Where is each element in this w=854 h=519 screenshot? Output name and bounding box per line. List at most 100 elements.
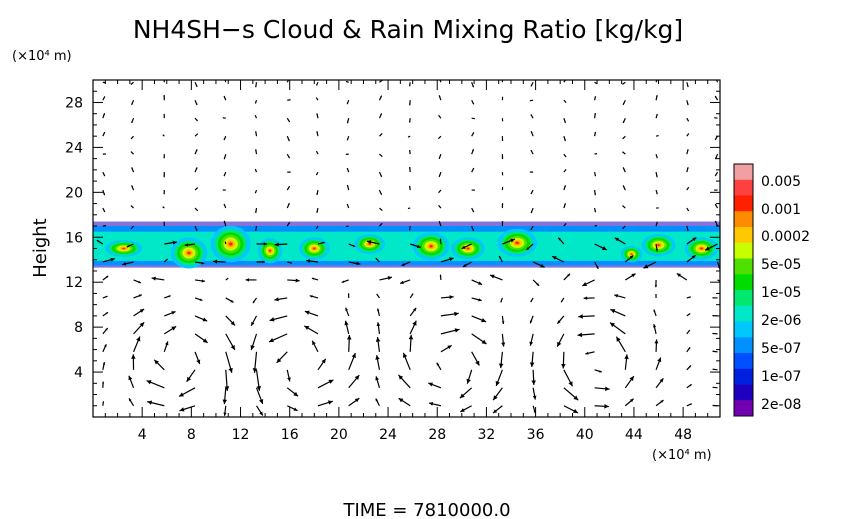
- quiver-arrow-395: [622, 81, 626, 85]
- quiver-arrow-110: [250, 315, 258, 327]
- quiver-arrow-252: [102, 189, 106, 196]
- quiver-arrow-397: [686, 82, 689, 88]
- quiver-arrow-224: [530, 225, 534, 231]
- quiver-arrow-370: [501, 96, 504, 101]
- quiver-arrow-298: [223, 153, 227, 160]
- quiver-arrow-21: [102, 381, 105, 388]
- quiver-arrow-371: [529, 99, 534, 102]
- quiver-arrow-203: [526, 243, 534, 251]
- quiver-arrow-68: [252, 351, 258, 373]
- quiver-arrow-59: [624, 354, 629, 370]
- quiver-arrow-264: [471, 189, 475, 191]
- quiver-arrow-114: [377, 308, 381, 317]
- quiver-arrow-164: [625, 273, 636, 281]
- quiver-arrow-82: [686, 346, 691, 353]
- quiver-arrow-171: [194, 261, 205, 265]
- quiver-arrow-195: [274, 242, 288, 247]
- quiver-arrow-29: [348, 374, 360, 389]
- quiver-arrow-80: [615, 336, 626, 353]
- quiver-arrow-245: [530, 207, 534, 214]
- colorbar-swatch-10: [734, 321, 753, 338]
- quiver-arrow-303: [379, 153, 383, 158]
- quiver-arrow-196: [317, 241, 325, 245]
- quiver-arrow-360: [194, 99, 198, 106]
- quiver-arrow-60: [655, 357, 662, 371]
- quiver-arrow-277: [223, 171, 227, 177]
- quiver-arrow-242: [438, 204, 442, 209]
- quiver-arrow-138: [471, 297, 482, 302]
- quiver-arrow-117: [471, 315, 487, 323]
- quiver-arrow-95: [440, 328, 460, 335]
- quiver-arrow-109: [225, 315, 236, 326]
- quiver-arrow-143: [614, 294, 626, 299]
- quiver-arrow-266: [530, 189, 534, 195]
- quiver-arrow-194: [256, 242, 268, 246]
- quiver-arrow-282: [378, 171, 383, 178]
- x-tick-label-5: 24: [379, 427, 397, 443]
- quiver-arrow-2: [147, 400, 165, 407]
- quiver-arrow-216: [286, 221, 291, 227]
- quiver-arrow-18: [655, 399, 664, 407]
- quiver-arrow-253: [131, 185, 135, 191]
- quiver-arrow-51: [375, 354, 381, 370]
- colorbar-frame: [733, 163, 754, 417]
- quiver-arrow-141: [560, 297, 565, 303]
- quiver-arrow-46: [224, 369, 230, 391]
- quiver-arrow-198: [366, 240, 380, 245]
- quiver-arrow-169: [122, 261, 134, 266]
- quiver-arrow-394: [594, 81, 598, 85]
- quiver-arrow-274: [131, 167, 135, 173]
- quiver-arrow-249: [656, 207, 659, 209]
- quiver-arrow-151: [225, 277, 229, 281]
- quiver-arrow-231: [102, 207, 106, 213]
- quiver-arrow-309: [563, 153, 567, 158]
- quiver-arrow-157: [399, 279, 411, 285]
- y-tick-label-6: 28: [65, 95, 83, 111]
- quiver-arrow-12: [460, 405, 472, 413]
- quiver-arrow-33: [459, 387, 473, 399]
- quiver-arrow-332: [622, 135, 626, 140]
- quiver-arrow-320: [255, 131, 258, 137]
- x-axis-unit: (×10⁴ m): [652, 448, 712, 463]
- quiver-arrow-69: [276, 351, 288, 364]
- quiver-arrow-6: [286, 405, 298, 412]
- colorbar-swatch-14: [734, 384, 753, 401]
- quiver-arrow-227: [622, 225, 626, 230]
- quiver-arrow-79: [585, 351, 595, 355]
- quiver-arrow-388: [409, 82, 411, 87]
- quiver-arrow-276: [194, 167, 198, 173]
- quiver-arrow-56: [531, 369, 536, 385]
- quiver-arrow-268: [594, 190, 596, 196]
- cloud-cell-7-ring-7: [466, 247, 470, 250]
- y-tick-label-5: 24: [65, 140, 83, 156]
- quiver-arrow-61: [686, 364, 692, 371]
- quiver-arrow-35: [532, 387, 537, 400]
- quiver-arrow-54: [466, 369, 473, 384]
- quiver-arrow-201: [461, 243, 472, 250]
- quiver-arrow-338: [163, 113, 165, 119]
- quiver-arrow-44: [153, 359, 165, 371]
- quiver-arrow-199: [410, 243, 421, 249]
- y-tick-label-0: 4: [74, 365, 83, 381]
- quiver-arrow-317: [162, 134, 165, 137]
- quiver-arrow-77: [529, 351, 535, 368]
- quiver-arrow-83: [712, 350, 718, 353]
- quiver-arrow-238: [316, 207, 319, 214]
- quiver-arrow-150: [194, 279, 206, 283]
- quiver-arrow-290: [622, 167, 626, 173]
- quiver-arrow-52: [402, 352, 411, 371]
- quiver-arrow-328: [501, 136, 504, 142]
- quiver-arrow-296: [163, 154, 165, 159]
- quiver-arrow-124: [686, 312, 691, 317]
- quiver-arrow-115: [409, 307, 417, 317]
- quiver-arrow-134: [347, 293, 350, 298]
- quiver-arrow-149: [151, 276, 165, 281]
- quiver-arrow-250: [686, 207, 690, 212]
- quiver-arrow-107: [164, 310, 176, 317]
- quiver-arrow-152: [245, 278, 257, 282]
- quiver-arrow-220: [409, 225, 411, 231]
- quiver-arrow-359: [163, 95, 166, 101]
- quiver-arrow-343: [316, 113, 319, 119]
- quiver-arrow-342: [286, 117, 291, 123]
- quiver-arrow-3: [179, 405, 196, 412]
